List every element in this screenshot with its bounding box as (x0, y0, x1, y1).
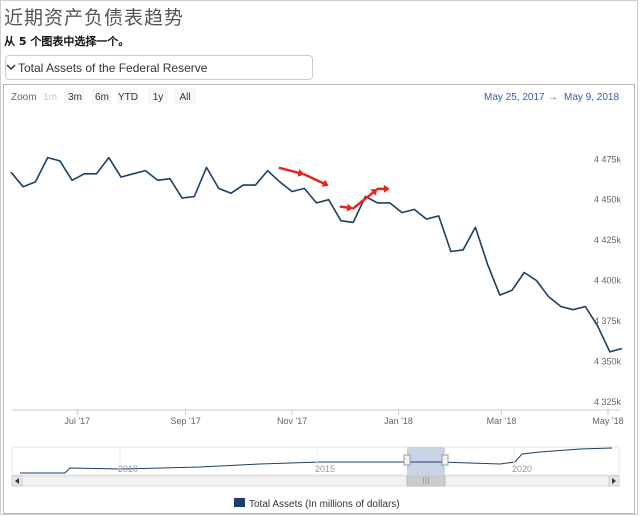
scrollbar-track[interactable] (11, 475, 620, 487)
annotation-arrow-head (297, 169, 305, 177)
zoom-button-1m: 1m (40, 88, 60, 104)
y-tick-label: 4 425k (594, 235, 622, 245)
zoom-button-label: 1m (43, 92, 57, 103)
x-tick-label: Jan '18 (384, 416, 413, 426)
range-from[interactable]: May 25, 2017 (484, 92, 545, 103)
x-tick-label: Nov '17 (277, 416, 307, 426)
zoom-button-all[interactable]: All (174, 88, 196, 104)
annotation-arrow-head (370, 188, 378, 196)
chart-select-dropdown[interactable]: Total Assets of the Federal Reserve (5, 55, 313, 80)
navigator-handle-right[interactable] (441, 454, 449, 466)
x-axis-ticks: Jul '17 Sep '17 Nov '17 Jan '18 Mar '18 May '… (64, 410, 624, 426)
scrollbar: III (11, 475, 620, 487)
zoom-button-label: All (179, 92, 190, 103)
zoom-buttons: 1m 3m 6m YTD 1y All (40, 88, 196, 104)
x-tick-label: May '18 (592, 416, 623, 426)
scrollbar-grip: III (422, 476, 430, 486)
zoom-button-bg (92, 88, 112, 104)
scrollbar-thumb[interactable] (406, 475, 446, 487)
y-tick-label: 4 350k (594, 357, 622, 367)
annotation-arrow-shaft (278, 166, 300, 175)
zoom-button-bg (117, 88, 139, 104)
zoom-button-6m[interactable]: 6m (92, 88, 112, 104)
page-title: 近期资产负债表趋势 (4, 7, 185, 29)
zoom-button-1y[interactable]: 1y (148, 88, 168, 104)
zoom-label: Zoom (11, 92, 37, 103)
chart-select-value: Total Assets of the Federal Reserve (18, 61, 208, 75)
annotation-arrow-head (383, 184, 390, 193)
scroll-left-icon (15, 478, 19, 484)
annotation-arrow (351, 188, 378, 210)
y-tick-label: 4 325k (594, 397, 622, 407)
navigator-tick-label: 2020 (512, 464, 532, 474)
series-line-total-assets (10, 156, 623, 353)
annotation-arrow-shaft (351, 191, 375, 210)
x-tick-label: Jul '17 (64, 416, 90, 426)
annotation-arrow (339, 203, 354, 212)
x-tick-label: Mar '18 (487, 416, 517, 426)
y-tick-label: 4 475k (594, 154, 622, 164)
zoom-button-bg (65, 88, 85, 104)
navigator-handle-left[interactable] (403, 454, 411, 466)
navigator: 2010 2015 2020 (11, 446, 620, 476)
zoom-button-bg (148, 88, 168, 104)
navigator-ticks: 2010 2015 2020 (118, 447, 532, 475)
annotation-arrow-head (346, 203, 354, 212)
y-tick-label: 4 375k (594, 316, 622, 326)
chevron-down-icon (6, 64, 16, 71)
annotation-arrow (376, 184, 390, 193)
annotation-arrow-shaft (339, 205, 349, 209)
zoom-button-label: 1y (153, 92, 164, 103)
range-arrow: → (548, 92, 558, 103)
navigator-tick-label: 2010 (118, 464, 138, 474)
range-to[interactable]: May 9, 2018 (564, 92, 619, 103)
y-axis-ticks: 4 325k 4 350k 4 375k 4 400k 4 425k 4 450k 4 47… (594, 154, 622, 407)
zoom-button-label: YTD (118, 92, 138, 103)
navigator-series-line (20, 447, 613, 474)
legend-label: Total Assets (In millions of dollars) (249, 499, 400, 510)
chart-container (3, 84, 635, 514)
legend[interactable]: Total Assets (In millions of dollars) (234, 498, 400, 510)
x-tick-label: Sep '17 (170, 416, 200, 426)
annotation-arrow (303, 173, 329, 187)
zoom-button-bg (174, 88, 196, 104)
page-subtitle: 从 5 个图表中选择一个。 (4, 35, 130, 48)
annotation-arrows (278, 166, 390, 212)
y-tick-label: 4 450k (594, 195, 622, 205)
annotation-arrow (278, 166, 305, 177)
zoom-button-label: 6m (95, 92, 109, 103)
zoom-button-label: 3m (68, 92, 82, 103)
y-tick-label: 4 400k (594, 276, 622, 286)
navigator-tick-label: 2015 (315, 464, 335, 474)
zoom-button-ytd[interactable]: YTD (117, 88, 139, 104)
annotation-arrow-shaft (303, 173, 325, 185)
navigator-selected-range[interactable] (407, 447, 445, 475)
zoom-button-3m[interactable]: 3m (65, 88, 85, 104)
legend-swatch (234, 498, 245, 507)
annotation-arrow-head (321, 179, 329, 187)
zoom-button-bg (40, 88, 60, 104)
scroll-right-icon (612, 478, 616, 484)
